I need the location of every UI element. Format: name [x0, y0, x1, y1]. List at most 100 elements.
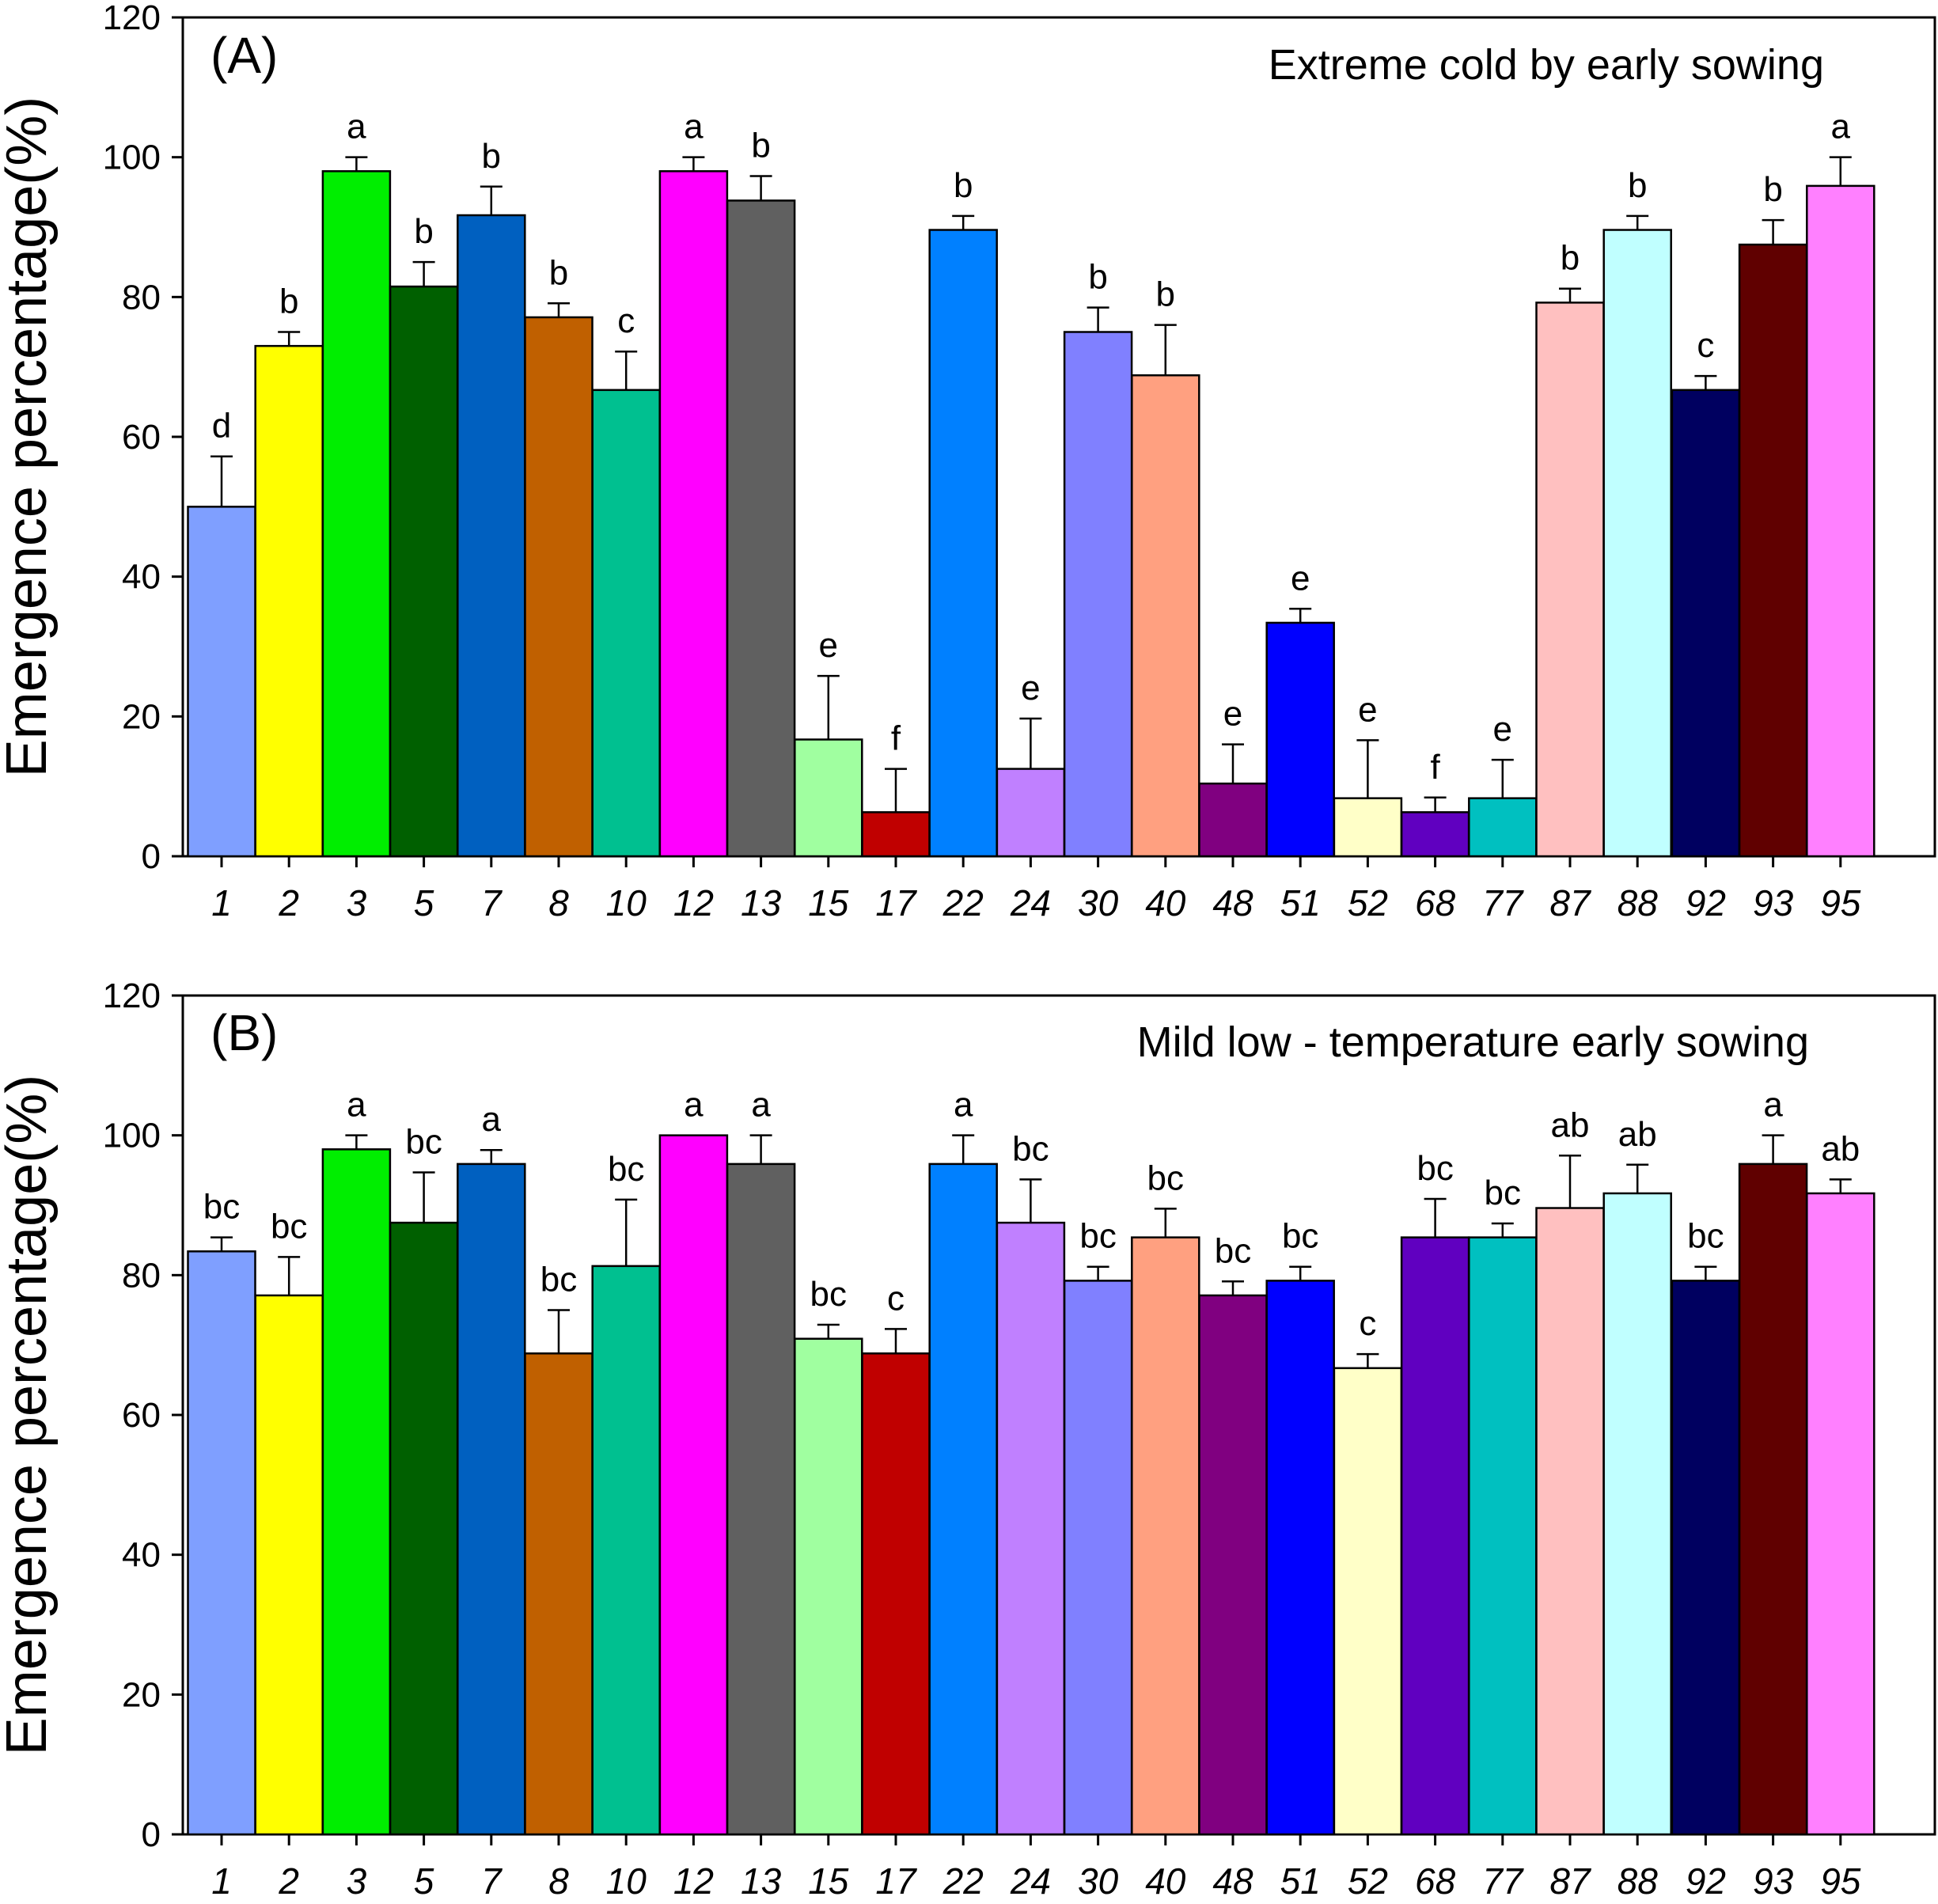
x-tick-label: 77: [1482, 882, 1524, 924]
x-tick-label: 40: [1145, 882, 1186, 924]
x-tick-label: 1: [211, 1860, 232, 1902]
significance-label: b: [482, 137, 501, 176]
significance-label: b: [1156, 275, 1175, 314]
bar-2: [254, 1294, 324, 1836]
significance-label: c: [617, 302, 635, 340]
y-tick-label: 120: [103, 0, 161, 37]
significance-label: a: [347, 108, 366, 146]
chart-title: Extreme cold by early sowing: [1269, 41, 1824, 89]
x-tick-label: 87: [1549, 1860, 1591, 1902]
significance-label: a: [684, 108, 704, 146]
significance-label: ab: [1618, 1115, 1657, 1154]
bar-52: [1333, 1367, 1403, 1836]
x-tick-label: 22: [942, 882, 984, 924]
bar-77: [1468, 1236, 1538, 1836]
bar-17: [861, 1352, 931, 1836]
bar-3: [321, 1148, 392, 1836]
significance-label: bc: [1282, 1217, 1318, 1256]
bar-95: [1806, 1192, 1875, 1836]
x-tick-label: 15: [808, 882, 849, 924]
y-tick-label: 60: [122, 418, 161, 457]
x-tick-label: 1: [211, 882, 232, 924]
x-tick-label: 51: [1280, 1860, 1321, 1902]
x-tick-label: 51: [1280, 882, 1321, 924]
bar-93: [1738, 1163, 1808, 1836]
significance-label: e: [1358, 690, 1377, 729]
bar-77: [1468, 797, 1538, 858]
bar-92: [1671, 389, 1741, 858]
significance-label: d: [212, 407, 231, 446]
x-tick-label: 68: [1415, 882, 1456, 924]
significance-label: e: [819, 626, 838, 665]
y-axis-ticks: 0 20 40 60 80 100 120: [103, 0, 183, 876]
bar-17: [861, 811, 931, 858]
significance-label: bc: [1079, 1217, 1116, 1256]
significance-label: b: [1628, 166, 1647, 205]
y-tick-label: 20: [122, 697, 161, 736]
x-tick-label: 12: [673, 1860, 714, 1902]
x-tick-label: 15: [808, 1860, 849, 1902]
significance-label: a: [954, 1086, 973, 1125]
significance-label: b: [1561, 239, 1580, 278]
bar-30: [1063, 1280, 1133, 1836]
significance-label: bc: [540, 1261, 577, 1299]
significance-label: e: [1291, 559, 1310, 597]
x-tick-label: 68: [1415, 1860, 1456, 1902]
bar-68: [1400, 811, 1470, 858]
x-tick-label: 22: [942, 1860, 984, 1902]
significance-label: f: [1430, 748, 1440, 787]
x-tick-label: 92: [1686, 1860, 1726, 1902]
x-tick-label: 87: [1549, 882, 1591, 924]
significance-label: b: [954, 166, 973, 205]
x-tick-label: 17: [875, 1860, 917, 1902]
bar-52: [1333, 797, 1403, 858]
significance-label: bc: [1147, 1159, 1184, 1197]
y-tick-label: 40: [122, 558, 161, 597]
y-tick-label: 80: [122, 1256, 161, 1295]
bar-15: [794, 1337, 863, 1836]
x-tick-label: 13: [741, 882, 782, 924]
bar-8: [524, 1352, 594, 1836]
x-tick-label: 17: [875, 882, 917, 924]
bar-12: [658, 170, 729, 858]
x-axis-ticks: 1 2 3 5 7 8 10 12 13 15 17 22 24 30 40 48 51 52 68 77 87 88 92…: [211, 1834, 1861, 1902]
significance-label: bc: [1687, 1217, 1724, 1256]
x-tick-label: 30: [1078, 1860, 1119, 1902]
bar-51: [1265, 1280, 1335, 1836]
significance-label: ab: [1551, 1106, 1590, 1144]
bar-93: [1738, 243, 1808, 858]
significance-label: a: [482, 1100, 502, 1139]
significance-label: c: [1697, 326, 1714, 365]
significance-label: bc: [810, 1275, 847, 1314]
significance-label: e: [1493, 710, 1512, 749]
significance-label: a: [347, 1086, 366, 1125]
bar-22: [928, 229, 998, 858]
x-axis-ticks: 1 2 3 5 7 8 10 12 13 15 17 22 24 30 40 48 51 52 68 77 87 88 92…: [211, 856, 1861, 924]
bar-30: [1063, 331, 1133, 858]
significance-label: bc: [271, 1207, 307, 1246]
significance-label: f: [891, 719, 901, 758]
x-tick-label: 2: [278, 1860, 299, 1902]
significance-label: b: [1763, 170, 1782, 209]
x-tick-label: 48: [1212, 1860, 1253, 1902]
x-tick-label: 52: [1348, 882, 1388, 924]
bar-87: [1535, 1207, 1605, 1836]
x-tick-label: 88: [1618, 882, 1659, 924]
bar-3: [321, 170, 392, 858]
y-axis-label: Emergence percentage(%): [0, 1075, 59, 1755]
y-tick-label: 60: [122, 1396, 161, 1435]
bar-7: [457, 1163, 526, 1836]
x-tick-label: 10: [606, 882, 647, 924]
bar-88: [1602, 1192, 1672, 1836]
bar-92: [1671, 1280, 1741, 1836]
y-tick-label: 0: [142, 837, 161, 876]
bar-40: [1131, 374, 1200, 858]
panel-label: (A): [210, 27, 278, 84]
bar-13: [726, 1163, 796, 1836]
x-tick-label: 12: [673, 882, 714, 924]
x-tick-label: 3: [347, 1860, 367, 1902]
x-tick-label: 93: [1753, 1860, 1794, 1902]
x-tick-label: 2: [278, 882, 299, 924]
x-tick-label: 88: [1618, 1860, 1659, 1902]
